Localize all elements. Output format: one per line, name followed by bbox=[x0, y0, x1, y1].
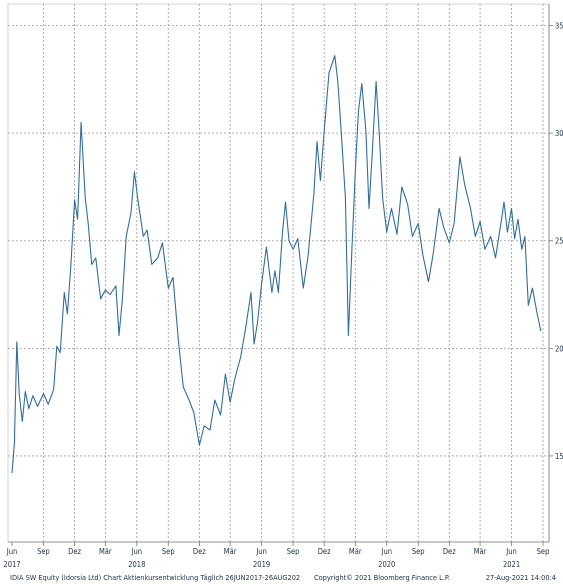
x-year-label: 2018 bbox=[128, 560, 145, 569]
x-tick-label: Dez bbox=[318, 547, 331, 556]
x-tick-label: Mär bbox=[474, 547, 487, 556]
x-tick-label: Mär bbox=[99, 547, 112, 556]
grid-layer bbox=[8, 4, 549, 542]
x-year-label: 2020 bbox=[378, 560, 395, 569]
x-tick-label: Jun bbox=[505, 547, 517, 556]
x-tick-label: Jun bbox=[131, 547, 143, 556]
x-tick-label: Sep bbox=[537, 547, 550, 556]
y-tick-label: 30 bbox=[555, 129, 563, 138]
x-tick-label: Sep bbox=[412, 547, 425, 556]
x-tick-label: Dez bbox=[193, 547, 206, 556]
x-tick-label: Mär bbox=[224, 547, 237, 556]
x-tick-label: Jun bbox=[255, 547, 267, 556]
y-tick-label: 25 bbox=[555, 237, 563, 246]
x-tick-label: Sep bbox=[162, 547, 175, 556]
footer-source: IDIA SW Equity (Idorsia Ltd) Chart Aktie… bbox=[10, 574, 300, 582]
y-axis-ticks: 15 20 25 30 35 bbox=[549, 22, 563, 461]
y-tick-label: 35 bbox=[555, 22, 563, 31]
y-tick-label: 15 bbox=[555, 452, 563, 461]
x-tick-label: Sep bbox=[287, 547, 300, 556]
price-series-line bbox=[11, 55, 542, 474]
series-layer bbox=[11, 55, 542, 474]
plot-frame bbox=[7, 3, 550, 543]
x-tick-label: Dez bbox=[68, 547, 81, 556]
x-tick-label: Dez bbox=[443, 547, 456, 556]
x-tick-label: Mär bbox=[349, 547, 362, 556]
x-year-label: 2017 bbox=[3, 560, 20, 569]
y-tick-label: 20 bbox=[555, 344, 563, 353]
footer-copyright: Copyright© 2021 Bloomberg Finance L.P. bbox=[314, 574, 450, 582]
x-axis-ticks: Jun 2017 Sep Dez Mär Jun 2018 Sep Dez Mär Jun 2019 S… bbox=[3, 542, 549, 569]
x-tick-label: Sep bbox=[37, 547, 50, 556]
footer-timestamp: 27-Aug-2021 14:00:4 bbox=[486, 574, 556, 582]
x-year-label: 2019 bbox=[253, 560, 270, 569]
x-tick-label: Jun bbox=[380, 547, 392, 556]
x-year-label: 2021 bbox=[503, 560, 520, 569]
x-tick-label: Jun bbox=[6, 547, 18, 556]
